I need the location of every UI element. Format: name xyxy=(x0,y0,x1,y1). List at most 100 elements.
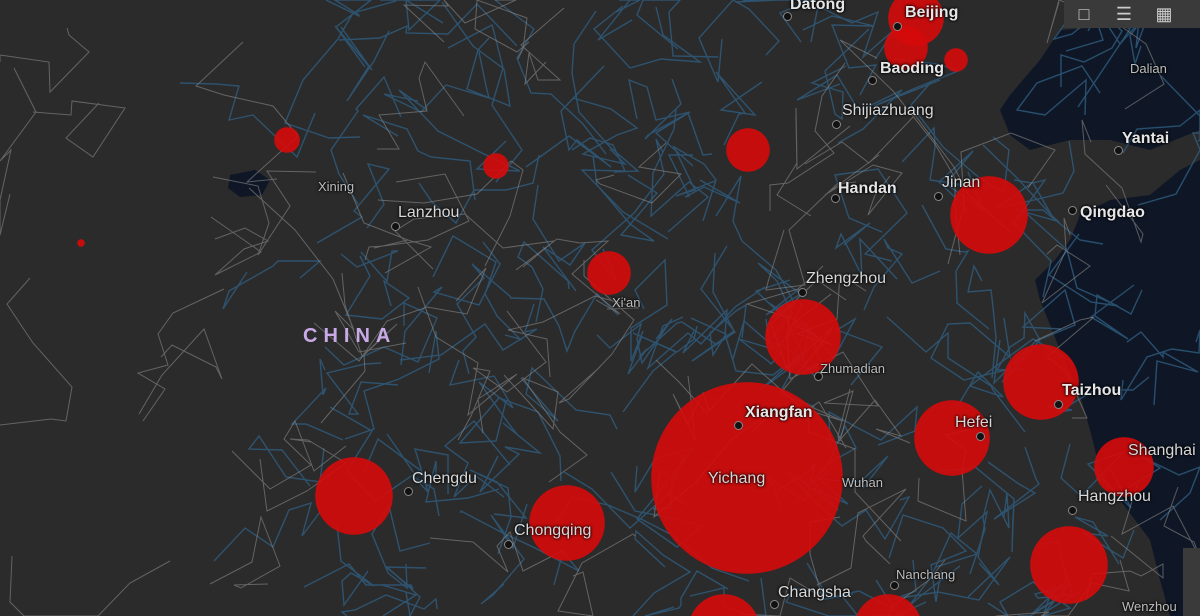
case-bubble[interactable] xyxy=(726,128,770,172)
city-marker xyxy=(832,120,841,129)
city-marker xyxy=(734,421,743,430)
case-bubble[interactable] xyxy=(950,176,1028,254)
map-line xyxy=(622,325,698,413)
map-line xyxy=(596,318,673,365)
map-line xyxy=(0,27,90,94)
side-panel-toggle[interactable] xyxy=(1183,548,1200,616)
city-label-dalian: Dalian xyxy=(1130,61,1167,76)
map-line xyxy=(628,78,694,167)
map-line xyxy=(672,145,717,222)
case-bubble[interactable] xyxy=(944,48,968,72)
map-line xyxy=(340,594,438,616)
city-label-zhumadian: Zhumadian xyxy=(820,361,886,376)
city-marker xyxy=(504,540,513,549)
map-line xyxy=(443,420,511,498)
map-line xyxy=(195,41,299,183)
map-line xyxy=(834,168,908,262)
map-line xyxy=(824,154,903,216)
road-network xyxy=(179,0,1200,616)
map-line xyxy=(572,97,639,166)
case-bubble[interactable] xyxy=(483,153,509,179)
city-label-jinan: Jinan xyxy=(942,174,981,191)
map-line xyxy=(520,366,618,430)
map-line xyxy=(509,292,619,354)
map-line xyxy=(32,100,126,158)
map-line xyxy=(1089,284,1143,340)
map-line xyxy=(479,422,543,493)
case-bubble[interactable] xyxy=(884,26,928,70)
map-line xyxy=(630,258,668,362)
map-line xyxy=(1074,516,1135,565)
map-line xyxy=(873,58,960,107)
city-marker xyxy=(404,487,413,496)
map-line xyxy=(957,485,1000,586)
grid-icon[interactable]: ▦ xyxy=(1155,3,1173,24)
map-line xyxy=(344,330,440,440)
map-line xyxy=(136,288,225,422)
city-label-xining: Xining xyxy=(318,179,355,194)
map-line xyxy=(765,181,857,291)
map-line xyxy=(320,272,398,424)
map-line xyxy=(290,358,344,441)
case-bubble[interactable] xyxy=(1094,437,1154,497)
map-line xyxy=(810,28,870,121)
map-line xyxy=(448,359,518,435)
case-bubble[interactable] xyxy=(1003,344,1079,420)
city-label-lanzhou: Lanzhou xyxy=(398,204,460,221)
bookmark-icon[interactable]: □ xyxy=(1078,3,1090,24)
case-bubble[interactable] xyxy=(688,594,760,616)
city-label-xiangfan: Xiangfan xyxy=(745,404,813,421)
city-marker xyxy=(976,432,985,441)
map-line xyxy=(597,0,641,41)
map-line xyxy=(417,286,518,434)
city-marker xyxy=(814,372,823,381)
city-label-chongqing: Chongqing xyxy=(514,522,592,539)
map-line xyxy=(469,469,528,555)
map-line xyxy=(987,446,1040,520)
city-label-hangzhou: Hangzhou xyxy=(1078,488,1151,505)
city-marker xyxy=(1114,146,1123,155)
map-line xyxy=(886,316,1026,433)
map-line xyxy=(340,250,399,283)
map-line xyxy=(432,235,523,341)
map-line xyxy=(400,241,501,366)
map-line xyxy=(816,488,907,586)
map-line xyxy=(690,303,747,358)
map-line xyxy=(802,15,878,96)
city-label-beijing: Beijing xyxy=(905,4,959,21)
list-icon[interactable]: ☰ xyxy=(1115,3,1133,24)
map-line xyxy=(344,255,411,320)
case-bubble[interactable] xyxy=(854,594,922,616)
city-label-changsha: Changsha xyxy=(778,584,851,601)
map-line xyxy=(213,501,321,562)
case-bubble[interactable] xyxy=(274,127,300,153)
case-bubble[interactable] xyxy=(315,457,393,535)
map-line xyxy=(456,263,512,375)
map-line xyxy=(592,5,703,69)
map-line xyxy=(303,563,427,590)
map-line xyxy=(457,310,547,441)
case-bubble[interactable] xyxy=(1030,526,1108,604)
case-bubble[interactable] xyxy=(651,382,843,574)
city-label-yantai: Yantai xyxy=(1122,130,1170,147)
map-line xyxy=(399,303,538,361)
map-line xyxy=(503,374,588,483)
map-line xyxy=(715,71,763,146)
case-bubble[interactable] xyxy=(587,251,631,295)
city-label-shijiazhuang: Shijiazhuang xyxy=(842,102,934,119)
city-label-shanghai: Shanghai xyxy=(1128,442,1196,459)
case-bubble[interactable] xyxy=(77,239,85,247)
case-bubble[interactable] xyxy=(529,485,605,561)
case-bubble[interactable] xyxy=(765,299,841,375)
map-line xyxy=(507,295,640,378)
map-line xyxy=(336,524,375,607)
city-marker xyxy=(831,194,840,203)
city-marker xyxy=(890,581,899,590)
map-line xyxy=(494,0,607,155)
city-marker xyxy=(783,12,792,21)
map-line xyxy=(967,264,997,379)
map-line xyxy=(872,559,946,616)
map-line xyxy=(324,301,438,366)
country-label: CHINA xyxy=(303,325,397,347)
map-line xyxy=(330,75,402,205)
